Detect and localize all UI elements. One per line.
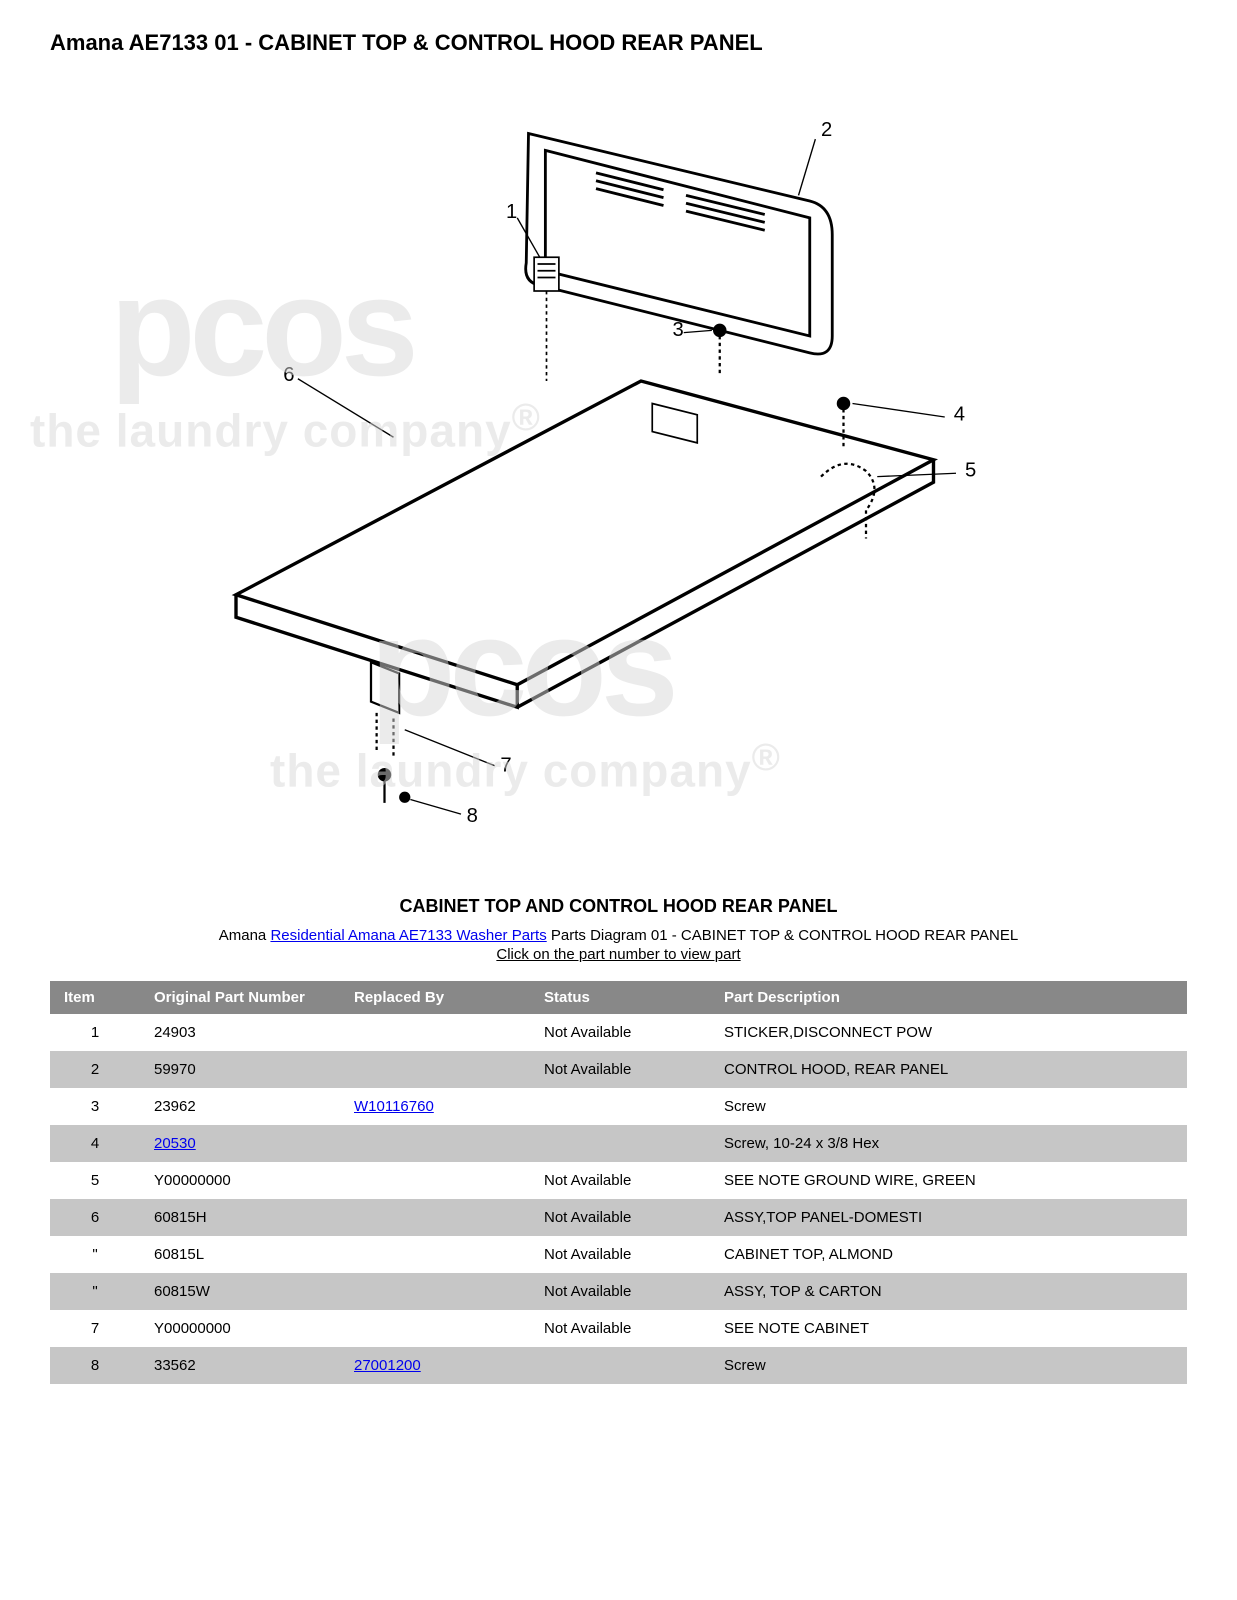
callout-4: 4 [954, 403, 965, 425]
cell-status: Not Available [530, 1273, 710, 1310]
cell-opn: 24903 [140, 1014, 340, 1051]
cell-opn: 60815L [140, 1236, 340, 1273]
cell-description: Screw [710, 1088, 1187, 1125]
cell-opn: Y00000000 [140, 1310, 340, 1347]
part-link[interactable]: W10116760 [354, 1098, 434, 1115]
cell-description: ASSY,TOP PANEL-DOMESTI [710, 1199, 1187, 1236]
col-opn: Original Part Number [140, 981, 340, 1014]
cell-status: Not Available [530, 1014, 710, 1051]
breadcrumb-prefix: Amana [219, 927, 271, 944]
cell-description: Screw, 10-24 x 3/8 Hex [710, 1125, 1187, 1162]
table-row: "60815W Not AvailableASSY, TOP & CARTON [50, 1273, 1187, 1310]
table-row: 660815H Not AvailableASSY,TOP PANEL-DOMES… [50, 1199, 1187, 1236]
cell-replaced [340, 1199, 530, 1236]
cell-item: 1 [50, 1014, 140, 1051]
page-title: Amana AE7133 01 - CABINET TOP & CONTROL … [50, 30, 1187, 56]
cell-opn: 59970 [140, 1051, 340, 1088]
cell-item: 5 [50, 1162, 140, 1199]
cell-status [530, 1125, 710, 1162]
col-status: Status [530, 981, 710, 1014]
cell-item: 2 [50, 1051, 140, 1088]
cell-description: STICKER,DISCONNECT POW [710, 1014, 1187, 1051]
cell-item: 4 [50, 1125, 140, 1162]
cell-status [530, 1347, 710, 1384]
cell-opn: 20530 [140, 1125, 340, 1162]
table-header-row: Item Original Part Number Replaced By St… [50, 981, 1187, 1014]
callout-5: 5 [965, 460, 976, 482]
cell-replaced [340, 1125, 530, 1162]
table-row: 323962 W10116760 Screw [50, 1088, 1187, 1125]
cell-replaced [340, 1014, 530, 1051]
cell-item: 6 [50, 1199, 140, 1236]
callout-1: 1 [506, 201, 517, 223]
cell-replaced [340, 1162, 530, 1199]
breadcrumb-suffix: Parts Diagram 01 - CABINET TOP & CONTROL… [547, 927, 1019, 944]
cell-status: Not Available [530, 1199, 710, 1236]
cell-description: ASSY, TOP & CARTON [710, 1273, 1187, 1310]
breadcrumb-link[interactable]: Residential Amana AE7133 Washer Parts [270, 927, 546, 944]
cell-opn: 23962 [140, 1088, 340, 1125]
callout-3: 3 [673, 319, 684, 341]
cell-opn: 33562 [140, 1347, 340, 1384]
cell-status: Not Available [530, 1236, 710, 1273]
cell-description: SEE NOTE GROUND WIRE, GREEN [710, 1162, 1187, 1199]
table-row: 124903 Not AvailableSTICKER,DISCONNECT PO… [50, 1014, 1187, 1051]
cell-replaced [340, 1051, 530, 1088]
breadcrumb: Amana Residential Amana AE7133 Washer Pa… [50, 927, 1187, 944]
cell-opn: 60815H [140, 1199, 340, 1236]
cell-replaced [340, 1310, 530, 1347]
exploded-diagram: pcos the laundry company® pcos the laund… [50, 66, 1187, 876]
table-row: 7Y00000000 Not AvailableSEE NOTE CABINET [50, 1310, 1187, 1347]
cell-description: CABINET TOP, ALMOND [710, 1236, 1187, 1273]
cell-replaced: 27001200 [340, 1347, 530, 1384]
cell-replaced [340, 1236, 530, 1273]
cell-item: " [50, 1273, 140, 1310]
cell-item: 7 [50, 1310, 140, 1347]
callout-7: 7 [500, 754, 511, 776]
cell-description: SEE NOTE CABINET [710, 1310, 1187, 1347]
table-row: 5Y00000000 Not AvailableSEE NOTE GROUND W… [50, 1162, 1187, 1199]
col-replaced: Replaced By [340, 981, 530, 1014]
cell-description: CONTROL HOOD, REAR PANEL [710, 1051, 1187, 1088]
cell-status [530, 1088, 710, 1125]
cell-opn: 60815W [140, 1273, 340, 1310]
callout-8: 8 [467, 805, 478, 827]
part-link[interactable]: 20530 [154, 1135, 196, 1152]
callout-2: 2 [821, 119, 832, 141]
parts-diagram-svg: 1 2 3 4 5 6 7 8 [50, 66, 1187, 876]
col-item: Item [50, 981, 140, 1014]
callout-6: 6 [283, 364, 294, 386]
col-desc: Part Description [710, 981, 1187, 1014]
cell-status: Not Available [530, 1051, 710, 1088]
part-link[interactable]: 27001200 [354, 1357, 421, 1374]
cell-opn: Y00000000 [140, 1162, 340, 1199]
parts-table: Item Original Part Number Replaced By St… [50, 981, 1187, 1384]
table-row: 259970 Not AvailableCONTROL HOOD, REAR PA… [50, 1051, 1187, 1088]
cell-replaced: W10116760 [340, 1088, 530, 1125]
cell-item: " [50, 1236, 140, 1273]
diagram-caption: CABINET TOP AND CONTROL HOOD REAR PANEL [50, 896, 1187, 917]
breadcrumb-subline: Click on the part number to view part [50, 946, 1187, 963]
cell-item: 8 [50, 1347, 140, 1384]
table-row: 833562 27001200 Screw [50, 1347, 1187, 1384]
cell-status: Not Available [530, 1162, 710, 1199]
cell-status: Not Available [530, 1310, 710, 1347]
cell-item: 3 [50, 1088, 140, 1125]
table-row: 4 20530 Screw, 10-24 x 3/8 Hex [50, 1125, 1187, 1162]
table-row: "60815L Not AvailableCABINET TOP, ALMOND [50, 1236, 1187, 1273]
cell-replaced [340, 1273, 530, 1310]
cell-description: Screw [710, 1347, 1187, 1384]
